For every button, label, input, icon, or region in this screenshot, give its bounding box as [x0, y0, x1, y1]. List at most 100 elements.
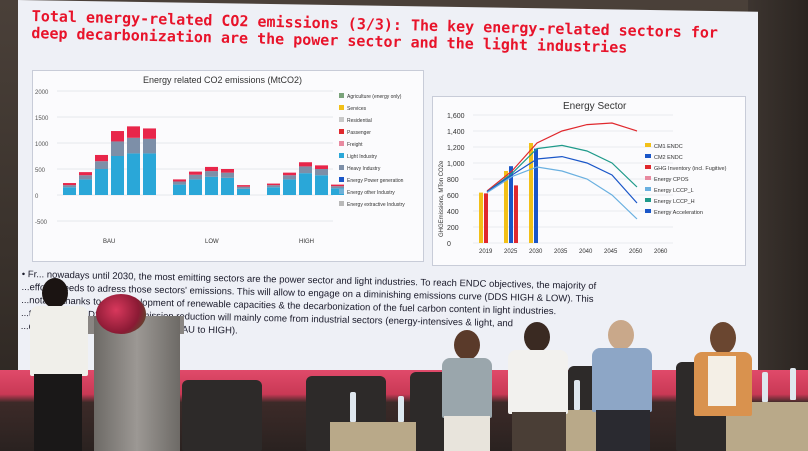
- x-tick-label: 2060: [654, 249, 668, 255]
- y-tick-label: 1,600: [447, 113, 465, 120]
- y-tick-label: 1,400: [447, 129, 465, 136]
- left-chart-title: Energy related CO2 emissions (MtCO2): [143, 75, 303, 85]
- bar-segment: [221, 169, 234, 173]
- bar-segment: [111, 141, 124, 156]
- x-tick-label: 2025: [504, 249, 518, 255]
- bar-segment: [173, 179, 186, 182]
- bar-segment: [127, 153, 140, 195]
- legend-label: GHG Inventory (incl. Fugitive): [654, 166, 727, 172]
- legend-swatch: [339, 117, 344, 122]
- bar-segment: [95, 161, 108, 169]
- bar-segment: [143, 138, 156, 154]
- bar-segment: [237, 185, 250, 187]
- bar: [514, 185, 518, 243]
- legend-label: Energy other Industry: [347, 190, 395, 196]
- bar-segment: [63, 183, 76, 186]
- group-label: BAU: [103, 239, 115, 245]
- y-tick-label: 800: [447, 177, 459, 184]
- bar-segment: [315, 165, 328, 169]
- bar-segment: [189, 171, 202, 175]
- bar: [509, 166, 513, 243]
- y-tick-label: 200: [447, 225, 459, 232]
- y-axis-label: GHGEmissions, MTon CO2e: [439, 160, 445, 237]
- bar-segment: [95, 154, 108, 162]
- panelist-person: [440, 330, 496, 451]
- legend-swatch: [645, 187, 651, 191]
- group-label: HIGH: [299, 239, 314, 245]
- x-tick-label: 2050: [629, 249, 643, 255]
- legend-swatch: [339, 105, 344, 110]
- bar-segment: [63, 185, 76, 188]
- bar-segment: [283, 172, 296, 176]
- right-chart-panel: Energy Sector GHGEmissions, MTon CO2e 1,6…: [432, 96, 746, 266]
- bar-segment: [143, 153, 156, 195]
- bar-segment: [205, 176, 218, 195]
- x-tick-label: 2019: [479, 249, 493, 255]
- x-tick-label: 2030: [529, 249, 543, 255]
- bar-segment: [95, 169, 108, 195]
- bar-segment: [331, 188, 344, 195]
- legend-label: Services: [347, 106, 367, 112]
- y-tick-label: 2000: [35, 90, 49, 96]
- x-tick-label: 2040: [579, 249, 593, 255]
- legend-swatch: [645, 154, 651, 158]
- bar: [479, 192, 483, 243]
- legend-label: Passenger: [347, 130, 371, 136]
- bar-segment: [111, 131, 124, 142]
- bar-segment: [315, 175, 328, 195]
- legend-label: Energy extractive Industry: [347, 202, 405, 208]
- bar-segment: [331, 184, 344, 187]
- x-tick-label: 2045: [604, 249, 618, 255]
- bar-segment: [299, 166, 312, 174]
- bar-segment: [127, 126, 140, 138]
- bar-segment: [299, 162, 312, 167]
- water-bottle: [790, 368, 796, 400]
- legend-label: Agriculture (energy only): [347, 94, 402, 100]
- y-tick-label: 500: [35, 168, 46, 174]
- legend-label: Energy Power generation: [347, 178, 404, 184]
- legend-swatch: [339, 153, 344, 158]
- flower-bouquet: [96, 294, 146, 334]
- legend-label: Residential: [347, 118, 372, 124]
- panelist-person: [506, 322, 570, 451]
- bar-segment: [79, 172, 92, 176]
- bar: [529, 143, 533, 243]
- legend-swatch: [645, 209, 651, 213]
- bar-segment: [143, 128, 156, 139]
- legend-swatch: [645, 165, 651, 169]
- legend-swatch: [339, 189, 344, 194]
- legend-swatch: [339, 165, 344, 170]
- y-tick-label: 1,200: [447, 145, 465, 152]
- bar-segment: [205, 166, 218, 172]
- bar: [484, 193, 488, 243]
- legend-label: Freight: [347, 142, 363, 148]
- legend-label: Light Industry: [347, 154, 378, 160]
- legend-label: Heavy Industry: [347, 166, 381, 172]
- bar-segment: [315, 169, 328, 176]
- bar-segment: [283, 175, 296, 180]
- water-bottle: [398, 396, 404, 422]
- bar-segment: [283, 179, 296, 195]
- stacked-bar-chart: 2000 1500 1000 500 0 -500 BAU LOW HIGH Agricultur…: [35, 90, 405, 245]
- bar: [504, 171, 508, 243]
- speaker-person: [30, 278, 90, 451]
- bar-segment: [267, 185, 280, 188]
- legend-label: Energy CPOS: [654, 177, 689, 183]
- y-tick-label: 0: [447, 241, 451, 248]
- bar-segment: [205, 171, 218, 177]
- y-tick-label: 600: [447, 193, 459, 200]
- bar-segment: [221, 177, 234, 195]
- bar-segment: [79, 175, 92, 180]
- legend-label: Energy LCCP_L: [654, 188, 694, 194]
- podium: [94, 316, 180, 451]
- legend-swatch: [339, 201, 344, 206]
- legend-label: CM2 ENDC: [654, 155, 683, 161]
- y-tick-label: 400: [447, 209, 459, 216]
- y-tick-label: 0: [35, 194, 39, 200]
- legend-swatch: [339, 129, 344, 134]
- y-tick-label: 1500: [35, 116, 49, 122]
- bar-segment: [189, 174, 202, 180]
- bar-segment: [299, 173, 312, 195]
- bar-segment: [173, 184, 186, 195]
- bar-segment: [111, 156, 124, 195]
